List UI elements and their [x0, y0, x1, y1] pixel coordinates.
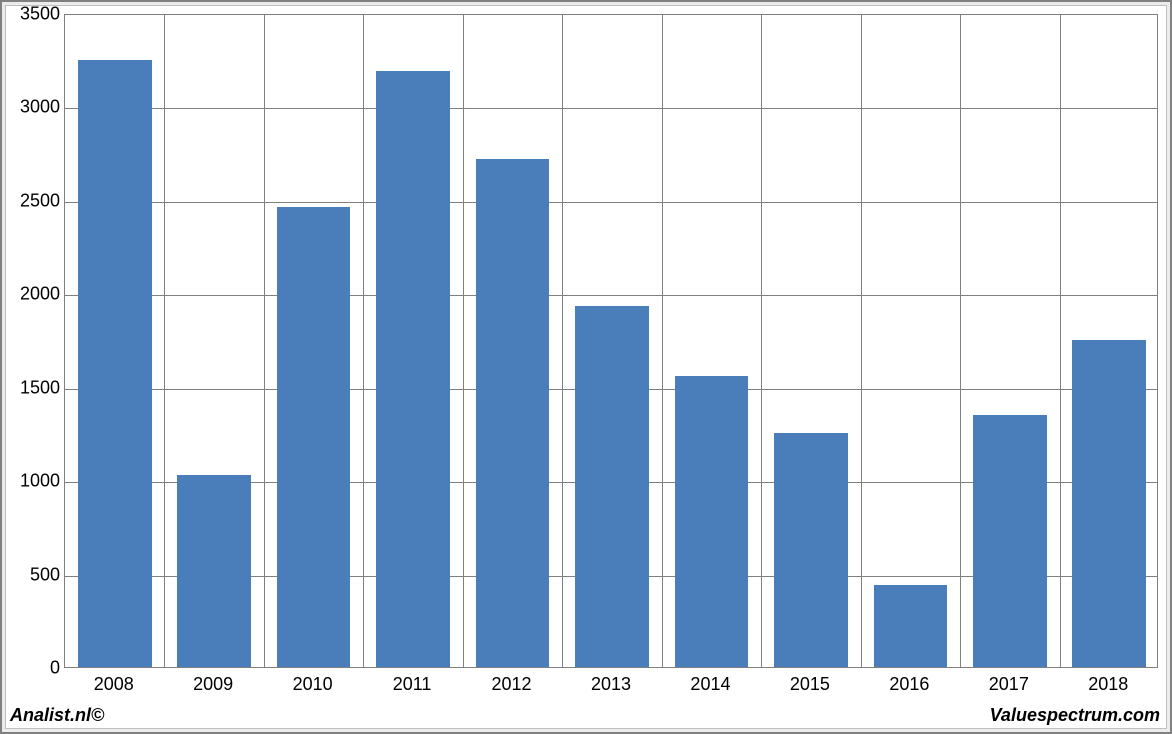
bar: [476, 159, 550, 667]
bar: [277, 207, 351, 667]
x-tick-label: 2017: [989, 674, 1029, 695]
x-tick-label: 2012: [492, 674, 532, 695]
gridline-vertical: [662, 15, 663, 667]
gridline-vertical: [861, 15, 862, 667]
bar: [973, 415, 1047, 667]
footer-right-credit: Valuespectrum.com: [990, 705, 1160, 726]
bar: [1072, 340, 1146, 667]
gridline-horizontal: [65, 295, 1157, 296]
bar: [575, 306, 649, 667]
gridline-vertical: [363, 15, 364, 667]
gridline-vertical: [1060, 15, 1061, 667]
x-tick-label: 2018: [1088, 674, 1128, 695]
bar: [177, 475, 251, 667]
chart-outer-frame: Analist.nl© Valuespectrum.com 0 500 1000 15…: [0, 0, 1172, 734]
gridline-vertical: [761, 15, 762, 667]
bar: [78, 60, 152, 667]
y-tick-label: 0: [10, 658, 60, 679]
x-tick-label: 2013: [591, 674, 631, 695]
bar: [376, 71, 450, 667]
y-tick-label: 3000: [10, 97, 60, 118]
gridline-vertical: [562, 15, 563, 667]
y-tick-label: 500: [10, 564, 60, 585]
bar: [774, 433, 848, 667]
footer-left-credit: Analist.nl©: [10, 705, 104, 726]
x-tick-label: 2016: [889, 674, 929, 695]
bar: [675, 376, 749, 667]
gridline-vertical: [264, 15, 265, 667]
gridline-horizontal: [65, 202, 1157, 203]
x-tick-label: 2008: [94, 674, 134, 695]
y-tick-label: 3500: [10, 4, 60, 25]
y-tick-label: 2500: [10, 190, 60, 211]
x-tick-label: 2010: [293, 674, 333, 695]
y-tick-label: 1500: [10, 377, 60, 398]
x-tick-label: 2009: [193, 674, 233, 695]
y-tick-label: 1000: [10, 471, 60, 492]
bar: [874, 585, 948, 667]
x-tick-label: 2014: [690, 674, 730, 695]
gridline-horizontal: [65, 108, 1157, 109]
x-tick-label: 2015: [790, 674, 830, 695]
y-tick-label: 2000: [10, 284, 60, 305]
plot-area: [64, 14, 1158, 668]
gridline-vertical: [164, 15, 165, 667]
chart-inner-frame: Analist.nl© Valuespectrum.com 0 500 1000 15…: [5, 5, 1167, 729]
x-tick-label: 2011: [393, 674, 432, 695]
gridline-vertical: [463, 15, 464, 667]
gridline-vertical: [960, 15, 961, 667]
